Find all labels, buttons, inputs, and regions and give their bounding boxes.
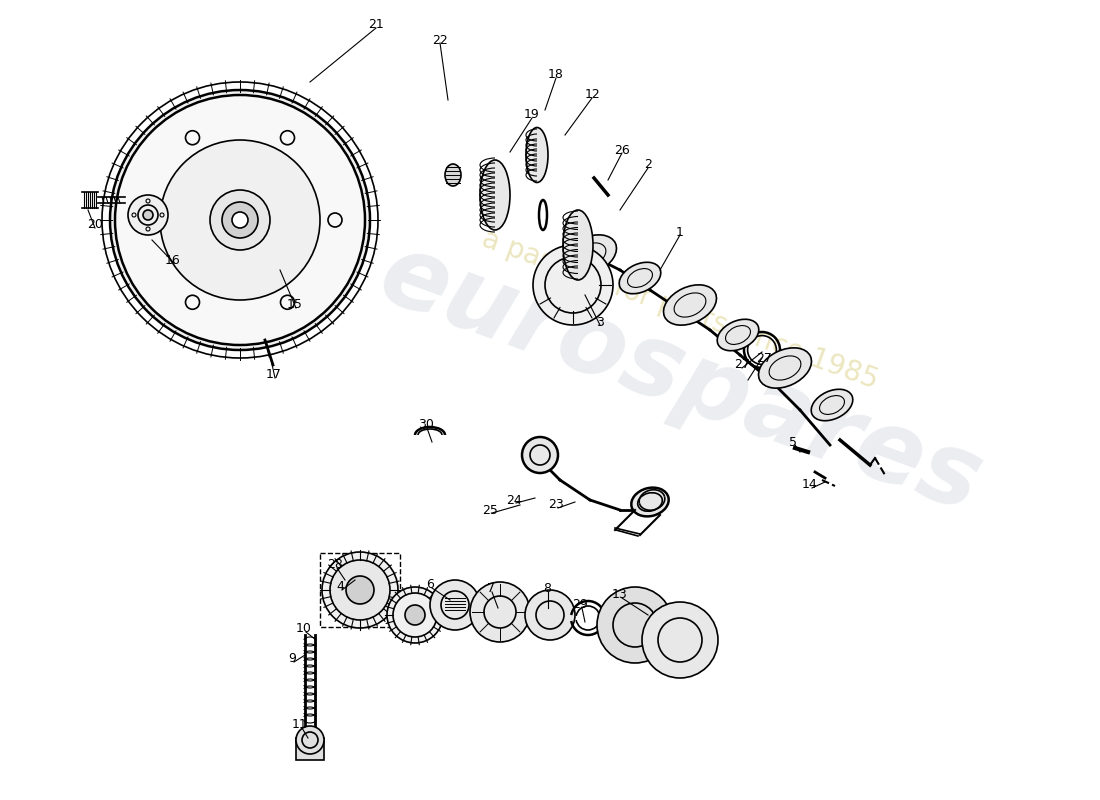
Circle shape (296, 726, 324, 754)
Text: 18: 18 (548, 69, 564, 82)
Circle shape (222, 202, 258, 238)
Text: 20: 20 (87, 218, 103, 231)
Ellipse shape (759, 348, 812, 388)
Circle shape (642, 602, 718, 678)
Circle shape (322, 552, 398, 628)
Text: 28: 28 (327, 558, 343, 571)
Ellipse shape (563, 210, 593, 280)
Circle shape (160, 140, 320, 300)
Circle shape (534, 245, 613, 325)
Text: 3: 3 (596, 315, 604, 329)
Circle shape (470, 582, 530, 642)
Text: 29: 29 (572, 598, 587, 611)
Text: 9: 9 (288, 653, 296, 666)
Circle shape (210, 190, 270, 250)
Circle shape (143, 210, 153, 220)
Ellipse shape (480, 160, 510, 230)
Ellipse shape (811, 390, 852, 421)
Circle shape (387, 587, 443, 643)
Bar (296, 738, 324, 760)
Text: 25: 25 (482, 503, 498, 517)
Text: 16: 16 (165, 254, 180, 266)
Ellipse shape (631, 488, 669, 516)
Ellipse shape (717, 319, 759, 350)
Circle shape (346, 576, 374, 604)
Text: 8: 8 (543, 582, 551, 595)
Text: 6: 6 (426, 578, 433, 591)
Text: 23: 23 (548, 498, 564, 511)
Text: 15: 15 (287, 298, 303, 311)
Bar (320, 553, 400, 627)
Text: 17: 17 (266, 369, 282, 382)
Text: a passion for parts since 1985: a passion for parts since 1985 (478, 225, 882, 395)
Circle shape (330, 560, 390, 620)
Text: 5: 5 (789, 435, 797, 449)
Text: 19: 19 (524, 109, 540, 122)
Text: 21: 21 (368, 18, 384, 31)
Text: eurospares: eurospares (366, 226, 993, 534)
Circle shape (116, 95, 365, 345)
Text: 10: 10 (296, 622, 312, 635)
Circle shape (525, 590, 575, 640)
Ellipse shape (563, 235, 616, 275)
Ellipse shape (619, 262, 661, 294)
Text: 30: 30 (418, 418, 433, 431)
Text: 13: 13 (612, 589, 628, 602)
Text: 4: 4 (337, 581, 344, 594)
Text: 22: 22 (432, 34, 448, 46)
Circle shape (430, 580, 480, 630)
Ellipse shape (446, 164, 461, 186)
Circle shape (405, 605, 425, 625)
Text: 7: 7 (487, 582, 495, 595)
Text: 11: 11 (293, 718, 308, 731)
Circle shape (110, 90, 370, 350)
Text: 26: 26 (614, 143, 630, 157)
Text: 12: 12 (585, 89, 601, 102)
Text: 24: 24 (506, 494, 521, 506)
Ellipse shape (526, 127, 548, 182)
Circle shape (128, 195, 168, 235)
Text: 2: 2 (645, 158, 652, 171)
Text: 1: 1 (676, 226, 684, 238)
Text: 14: 14 (802, 478, 818, 491)
Text: 27: 27 (756, 351, 772, 365)
Circle shape (232, 212, 248, 228)
Ellipse shape (663, 285, 716, 325)
Circle shape (522, 437, 558, 473)
Text: 27: 27 (734, 358, 750, 371)
Circle shape (597, 587, 673, 663)
